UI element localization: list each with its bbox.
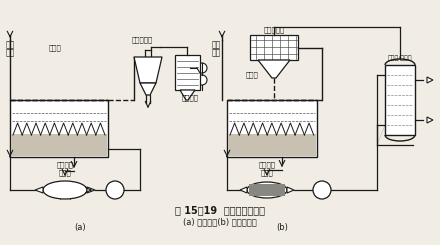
Text: 虑式烧器: 虑式烧器 [181,95,198,101]
Circle shape [197,75,207,85]
Bar [11,134,107,156]
Polygon shape [140,83,156,95]
Bar [175,55,200,90]
Text: 图 15－19  流化床干燥装置: 图 15－19 流化床干燥装置 [175,205,265,215]
Ellipse shape [43,181,87,199]
Text: 入口: 入口 [212,49,221,58]
Polygon shape [427,117,433,123]
Polygon shape [180,90,195,100]
Text: 进入: 进入 [6,49,15,58]
Text: 产品出口: 产品出口 [56,162,73,168]
Bar [228,134,316,156]
Text: (a) 开启式；(b) 封闭循环式: (a) 开启式；(b) 封闭循环式 [183,218,257,226]
Bar [249,184,285,196]
Text: 流化床: 流化床 [49,45,61,51]
Text: (b): (b) [276,222,288,232]
Polygon shape [35,187,43,193]
Text: 加热器: 加热器 [59,170,71,176]
Bar [250,35,298,60]
Text: 旋风分离器: 旋风分离器 [132,37,153,43]
Text: 流化床: 流化床 [246,72,258,78]
Polygon shape [427,77,433,83]
Polygon shape [134,57,162,83]
Text: 洗涤器/冷凝器: 洗涤器/冷凝器 [388,55,412,61]
Text: 加热器: 加热器 [260,170,273,176]
Bar [227,100,317,157]
Polygon shape [240,187,247,193]
Text: 产品: 产品 [6,40,15,49]
Text: (a): (a) [74,222,86,232]
Circle shape [106,181,124,199]
Polygon shape [87,187,95,193]
Polygon shape [287,187,294,193]
Circle shape [197,63,207,73]
Bar [10,100,108,157]
Polygon shape [258,60,290,78]
Ellipse shape [247,182,287,198]
Bar [385,65,415,135]
Text: 产品出口: 产品出口 [259,162,275,168]
Text: 产品: 产品 [212,40,221,49]
Circle shape [313,181,331,199]
Text: 袋式过滤器: 袋式过滤器 [264,27,285,33]
